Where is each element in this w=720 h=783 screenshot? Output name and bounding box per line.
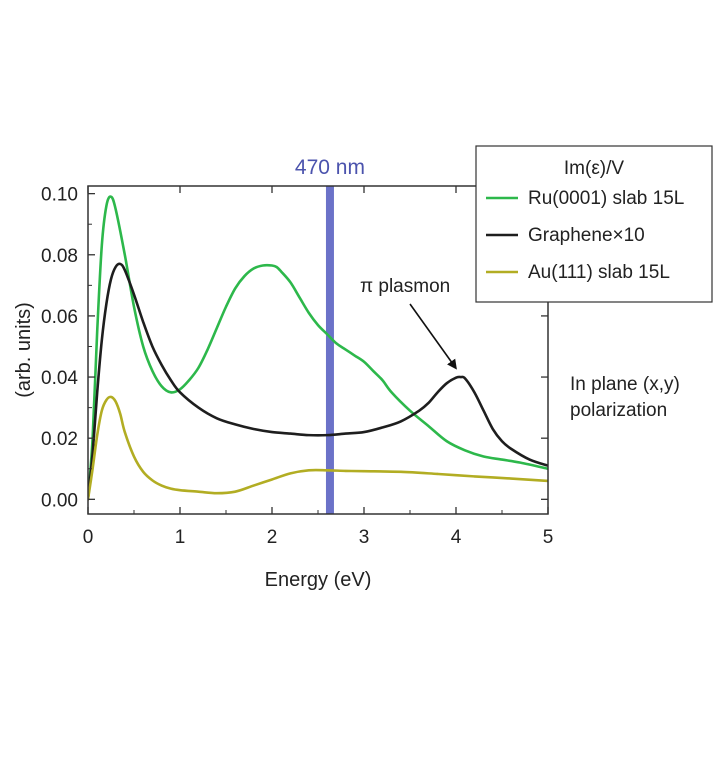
x-tick-label: 2 — [267, 527, 278, 548]
x-tick-label: 1 — [175, 527, 186, 548]
pi-plasmon-annotation: π plasmon — [360, 276, 450, 297]
series-line-graphene-10 — [88, 262, 548, 501]
legend-label-au-111-slab-15l: Au(111) slab 15L — [528, 262, 670, 283]
y-tick-label: 0.02 — [41, 429, 78, 450]
legend-label-ru-0001-slab-15l: Ru(0001) slab 15L — [528, 188, 684, 209]
series-line-ru-0001-slab-15l — [88, 195, 548, 501]
side-note-line-2: polarization — [570, 400, 667, 421]
x-tick-label: 5 — [543, 527, 554, 548]
470nm-marker-band — [325, 186, 334, 514]
470nm-marker-label: 470 nm — [295, 156, 365, 179]
legend-title: Im(ε)/V — [564, 158, 625, 179]
legend-label-graphene-10: Graphene×10 — [528, 225, 645, 246]
y-tick-label: 0.00 — [41, 490, 78, 511]
y-tick-label: 0.04 — [41, 368, 78, 389]
y-axis-title: (arb. units) — [13, 302, 35, 398]
x-tick-label: 3 — [359, 527, 370, 548]
y-tick-label: 0.10 — [41, 185, 78, 206]
x-tick-label: 0 — [83, 527, 94, 548]
legend: Im(ε)/V Ru(0001) slab 15L Graphene×10 Au(1… — [475, 145, 713, 303]
legend-box — [475, 145, 713, 303]
pi-plasmon-arrow — [409, 303, 457, 370]
y-tick-label: 0.06 — [41, 307, 78, 328]
series-line-au-111-slab-15l — [88, 395, 548, 501]
y-tick-label: 0.08 — [41, 246, 78, 267]
x-tick-label: 4 — [451, 527, 462, 548]
side-note-line-1: In plane (x,y) — [570, 374, 680, 395]
x-axis-title: Energy (eV) — [265, 569, 372, 591]
